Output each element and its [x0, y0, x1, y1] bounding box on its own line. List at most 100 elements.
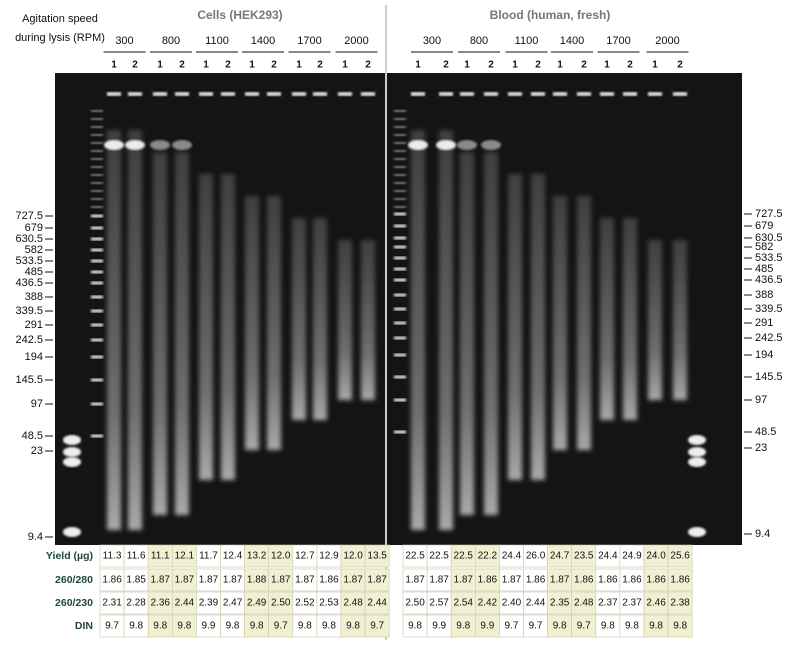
panel-title: Cells (HEK293)	[197, 8, 282, 22]
band	[436, 140, 456, 150]
ladder-band	[394, 134, 406, 136]
ladder-band	[394, 206, 406, 208]
table-value: 1.87	[502, 575, 522, 586]
ladder-band	[63, 527, 81, 537]
ladder-band	[91, 126, 103, 128]
lane-label: 1	[157, 60, 163, 71]
table-value: 12.1	[175, 551, 195, 562]
ladder-band	[394, 158, 406, 160]
row-label: Yield (µg)	[46, 550, 93, 562]
table-value: 2.31	[102, 598, 122, 609]
table-value: 25.6	[670, 551, 690, 562]
table-value: 24.0	[646, 551, 666, 562]
lane-label: 2	[317, 60, 323, 71]
lane-label: 1	[203, 60, 209, 71]
ladder-band	[91, 150, 103, 152]
smear	[508, 174, 522, 480]
lane-label: 1	[652, 60, 658, 71]
table-value: 24.9	[622, 551, 642, 562]
table-value: 2.48	[574, 598, 594, 609]
table-value: 11.3	[103, 551, 122, 562]
marker-label: 9.4	[755, 528, 770, 540]
ladder-band	[394, 118, 406, 120]
table-value: 9.8	[226, 621, 240, 632]
table-value: 2.36	[151, 598, 171, 609]
table-cell	[364, 568, 390, 592]
table-value: 22.5	[454, 551, 474, 562]
marker-label: 485	[25, 266, 43, 278]
row-label: 260/230	[55, 597, 93, 609]
table-value: 22.5	[405, 551, 425, 562]
band	[104, 140, 124, 150]
marker-label: 48.5	[22, 430, 43, 442]
table-value: 9.8	[346, 621, 360, 632]
speed-label: 800	[470, 35, 488, 47]
ladder-band	[63, 457, 81, 467]
lane-label: 1	[111, 60, 117, 71]
table-value: 9.8	[553, 621, 567, 632]
well	[361, 92, 375, 96]
table-value: 24.4	[502, 551, 522, 562]
smear	[221, 174, 235, 480]
table-value: 12.0	[271, 551, 291, 562]
table-value: 2.50	[405, 598, 425, 609]
lane-label: 2	[581, 60, 587, 71]
table-value: 11.6	[127, 551, 146, 562]
table-value: 1.85	[126, 575, 146, 586]
table-value: 22.2	[478, 551, 498, 562]
panel-title: Blood (human, fresh)	[490, 8, 611, 22]
table-value: 9.7	[529, 621, 543, 632]
table-value: 2.39	[199, 598, 219, 609]
marker-label: 630.5	[755, 232, 783, 244]
axis-label: Agitation speed	[22, 13, 98, 25]
table-value: 2.47	[223, 598, 243, 609]
marker-label: 679	[755, 220, 773, 232]
ladder-band	[63, 435, 81, 445]
speed-label: 1700	[297, 35, 321, 47]
smear	[153, 152, 167, 515]
marker-label: 582	[755, 241, 773, 253]
lane-label: 1	[604, 60, 610, 71]
smear	[245, 196, 259, 450]
marker-label: 339.5	[755, 303, 783, 315]
ladder-band	[394, 245, 406, 249]
ladder-band	[91, 206, 103, 208]
table-value: 9.7	[105, 621, 119, 632]
table-value: 2.49	[247, 598, 267, 609]
table-value: 1.86	[526, 575, 546, 586]
marker-label: 97	[755, 394, 767, 406]
lane-label: 1	[342, 60, 348, 71]
table-value: 26.0	[526, 551, 546, 562]
table-value: 2.46	[646, 598, 666, 609]
well	[199, 92, 213, 96]
ladder-band	[394, 336, 406, 340]
lane-label: 2	[443, 60, 449, 71]
marker-label: 436.5	[755, 274, 783, 286]
marker-label: 242.5	[755, 332, 783, 344]
table-value: 1.87	[550, 575, 570, 586]
marker-label: 727.5	[15, 210, 43, 222]
marker-label: 23	[755, 442, 767, 454]
table-value: 9.8	[250, 621, 264, 632]
well	[128, 92, 142, 96]
well	[484, 92, 498, 96]
marker-label: 388	[25, 291, 43, 303]
lane-label: 2	[535, 60, 541, 71]
well	[175, 92, 189, 96]
marker-label: 533.5	[15, 255, 43, 267]
table-value: 2.48	[343, 598, 363, 609]
band	[457, 140, 477, 150]
speed-label: 800	[162, 35, 180, 47]
table-value: 9.8	[408, 621, 422, 632]
smear	[577, 196, 591, 450]
axis-label: during lysis (RPM)	[15, 32, 105, 44]
marker-label: 194	[755, 349, 773, 361]
marker-label: 9.4	[28, 531, 43, 543]
ladder-band	[91, 237, 103, 241]
band	[481, 140, 501, 150]
table-value: 2.44	[367, 598, 387, 609]
ladder-band	[394, 142, 406, 144]
table-value: 12.4	[223, 551, 243, 562]
marker-label: 679	[25, 222, 43, 234]
